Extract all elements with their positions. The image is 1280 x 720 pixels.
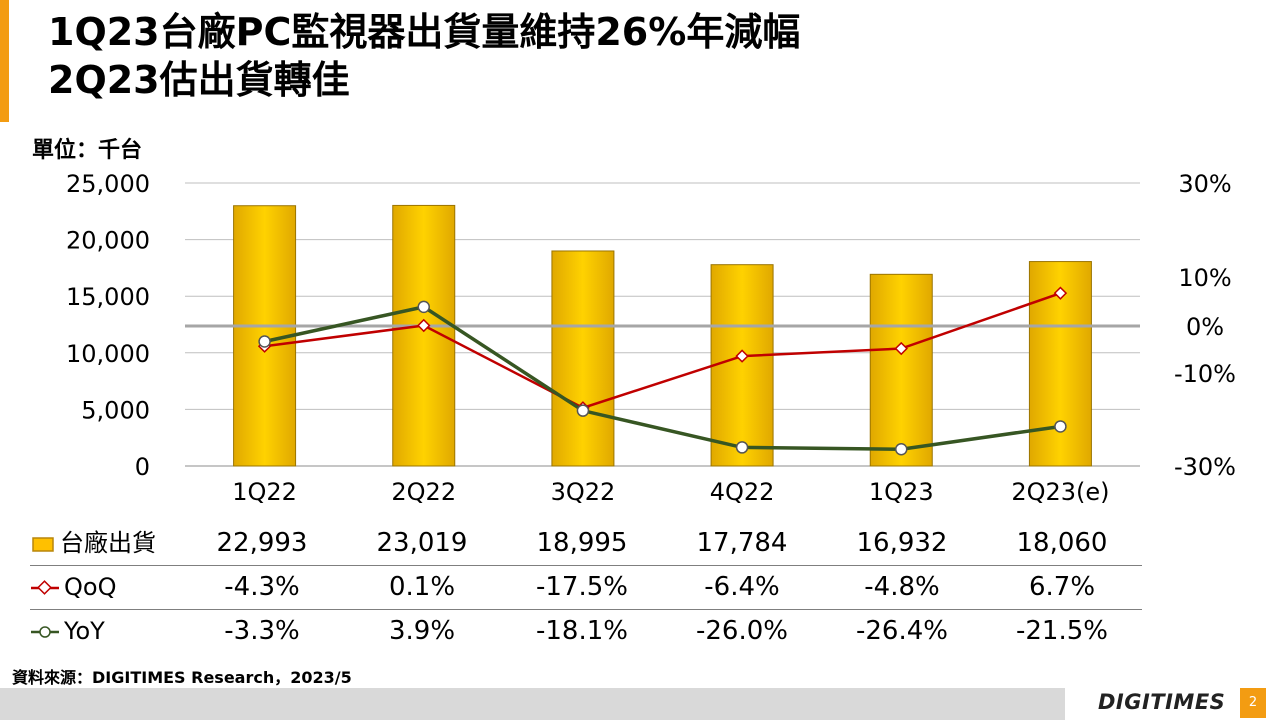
- combo-chart: 0 5,000 10,000 15,000 20,000 25,000 30% 10% 0% -1…: [66, 170, 1236, 506]
- legend-label-yoy: YoY: [64, 617, 105, 645]
- table-cell: -6.4%: [704, 572, 780, 602]
- y-left-tick-label: 10,000: [66, 340, 150, 368]
- title-line-2: 2Q23估出貨轉佳: [48, 58, 350, 102]
- x-tick-label: 1Q23: [869, 478, 934, 506]
- brand-logo: DIGITIMES: [1098, 690, 1226, 714]
- qoq-point: [417, 318, 431, 333]
- x-tick-label: 4Q22: [710, 478, 775, 506]
- y-left-tick-label: 5,000: [81, 396, 150, 424]
- legend-label-shipments: 台廠出貨: [60, 529, 156, 557]
- qoq-line-swatch-icon: [31, 579, 59, 595]
- yoy-point: [735, 441, 749, 454]
- table-cell: 23,019: [376, 528, 468, 558]
- yoy-point: [1054, 420, 1067, 433]
- table-cell: 18,060: [1016, 528, 1108, 558]
- yoy-line-swatch-icon: [31, 625, 59, 638]
- data-table: 台廠出貨 22,993 23,019 18,995 17,784 16,932 …: [30, 522, 1142, 653]
- y-right-tick-label: -10%: [1174, 360, 1236, 388]
- page-title: 1Q23台廠PC監視器出貨量維持26%年減幅 2Q23估出貨轉佳: [48, 8, 800, 104]
- unit-label: 單位：千台: [32, 138, 143, 163]
- table-cell: -26.4%: [856, 616, 948, 646]
- bar: [869, 273, 933, 467]
- legend-label-qoq: QoQ: [64, 573, 117, 601]
- page-number: 2: [1240, 688, 1266, 718]
- x-tick-label: 1Q22: [232, 478, 297, 506]
- legend-shipments: 台廠出貨: [30, 522, 156, 565]
- table-cell: 22,993: [216, 528, 308, 558]
- table-row-shipments: 台廠出貨 22,993 23,019 18,995 17,784 16,932 …: [30, 522, 1142, 565]
- qoq-point: [735, 349, 749, 363]
- x-tick-label: 2Q23(e): [1011, 478, 1109, 506]
- y-left-tick-label: 20,000: [66, 227, 150, 255]
- table-cell: 16,932: [856, 528, 948, 558]
- table-row-qoq: QoQ -4.3% 0.1% -17.5% -6.4% -4.8% 6.7%: [30, 565, 1142, 609]
- table-cell: 18,995: [536, 528, 628, 558]
- footer-bar: [0, 688, 1065, 720]
- accent-bar: [0, 0, 9, 122]
- yoy-point: [895, 443, 908, 456]
- yoy-point: [258, 335, 271, 348]
- table-cell: -21.5%: [1016, 616, 1108, 646]
- table-cell: 17,784: [696, 528, 788, 558]
- legend-yoy: YoY: [30, 610, 105, 653]
- table-cell: -26.0%: [696, 616, 788, 646]
- y-left-tick-label: 0: [135, 453, 150, 481]
- legend-qoq: QoQ: [30, 566, 116, 609]
- y-right-tick-label: 30%: [1178, 170, 1231, 198]
- qoq-point: [1053, 286, 1068, 300]
- bar: [710, 264, 774, 467]
- yoy-point: [576, 404, 590, 417]
- yoy-point: [417, 300, 430, 314]
- y-right-tick-label: 10%: [1178, 264, 1231, 292]
- bar: [551, 250, 615, 467]
- y-right-tick-label: -30%: [1174, 453, 1236, 481]
- source-note: 資料來源：DIGITIMES Research，2023/5: [12, 668, 352, 687]
- table-cell: 0.1%: [388, 572, 456, 602]
- x-tick-label: 3Q22: [551, 478, 616, 506]
- table-cell: -3.3%: [224, 616, 300, 646]
- table-cell: 6.7%: [1028, 572, 1096, 602]
- qoq-line: [264, 291, 1061, 410]
- table-cell: -17.5%: [536, 572, 628, 602]
- table-cell: 3.9%: [388, 616, 456, 646]
- y-right-tick-label: 0%: [1186, 313, 1224, 341]
- y-left-tick-label: 25,000: [66, 170, 150, 198]
- yoy-line: [264, 305, 1061, 452]
- x-tick-label: 2Q22: [391, 478, 456, 506]
- table-cell: -18.1%: [536, 616, 628, 646]
- qoq-point: [894, 341, 908, 356]
- table-cell: -4.3%: [224, 572, 300, 602]
- y-left-tick-label: 15,000: [66, 283, 150, 311]
- bar-swatch-icon: [32, 536, 54, 552]
- table-row-yoy: YoY -3.3% 3.9% -18.1% -26.0% -26.4% -21.…: [30, 609, 1142, 653]
- title-line-1: 1Q23台廠PC監視器出貨量維持26%年減幅: [48, 10, 801, 54]
- table-cell: -4.8%: [864, 572, 940, 602]
